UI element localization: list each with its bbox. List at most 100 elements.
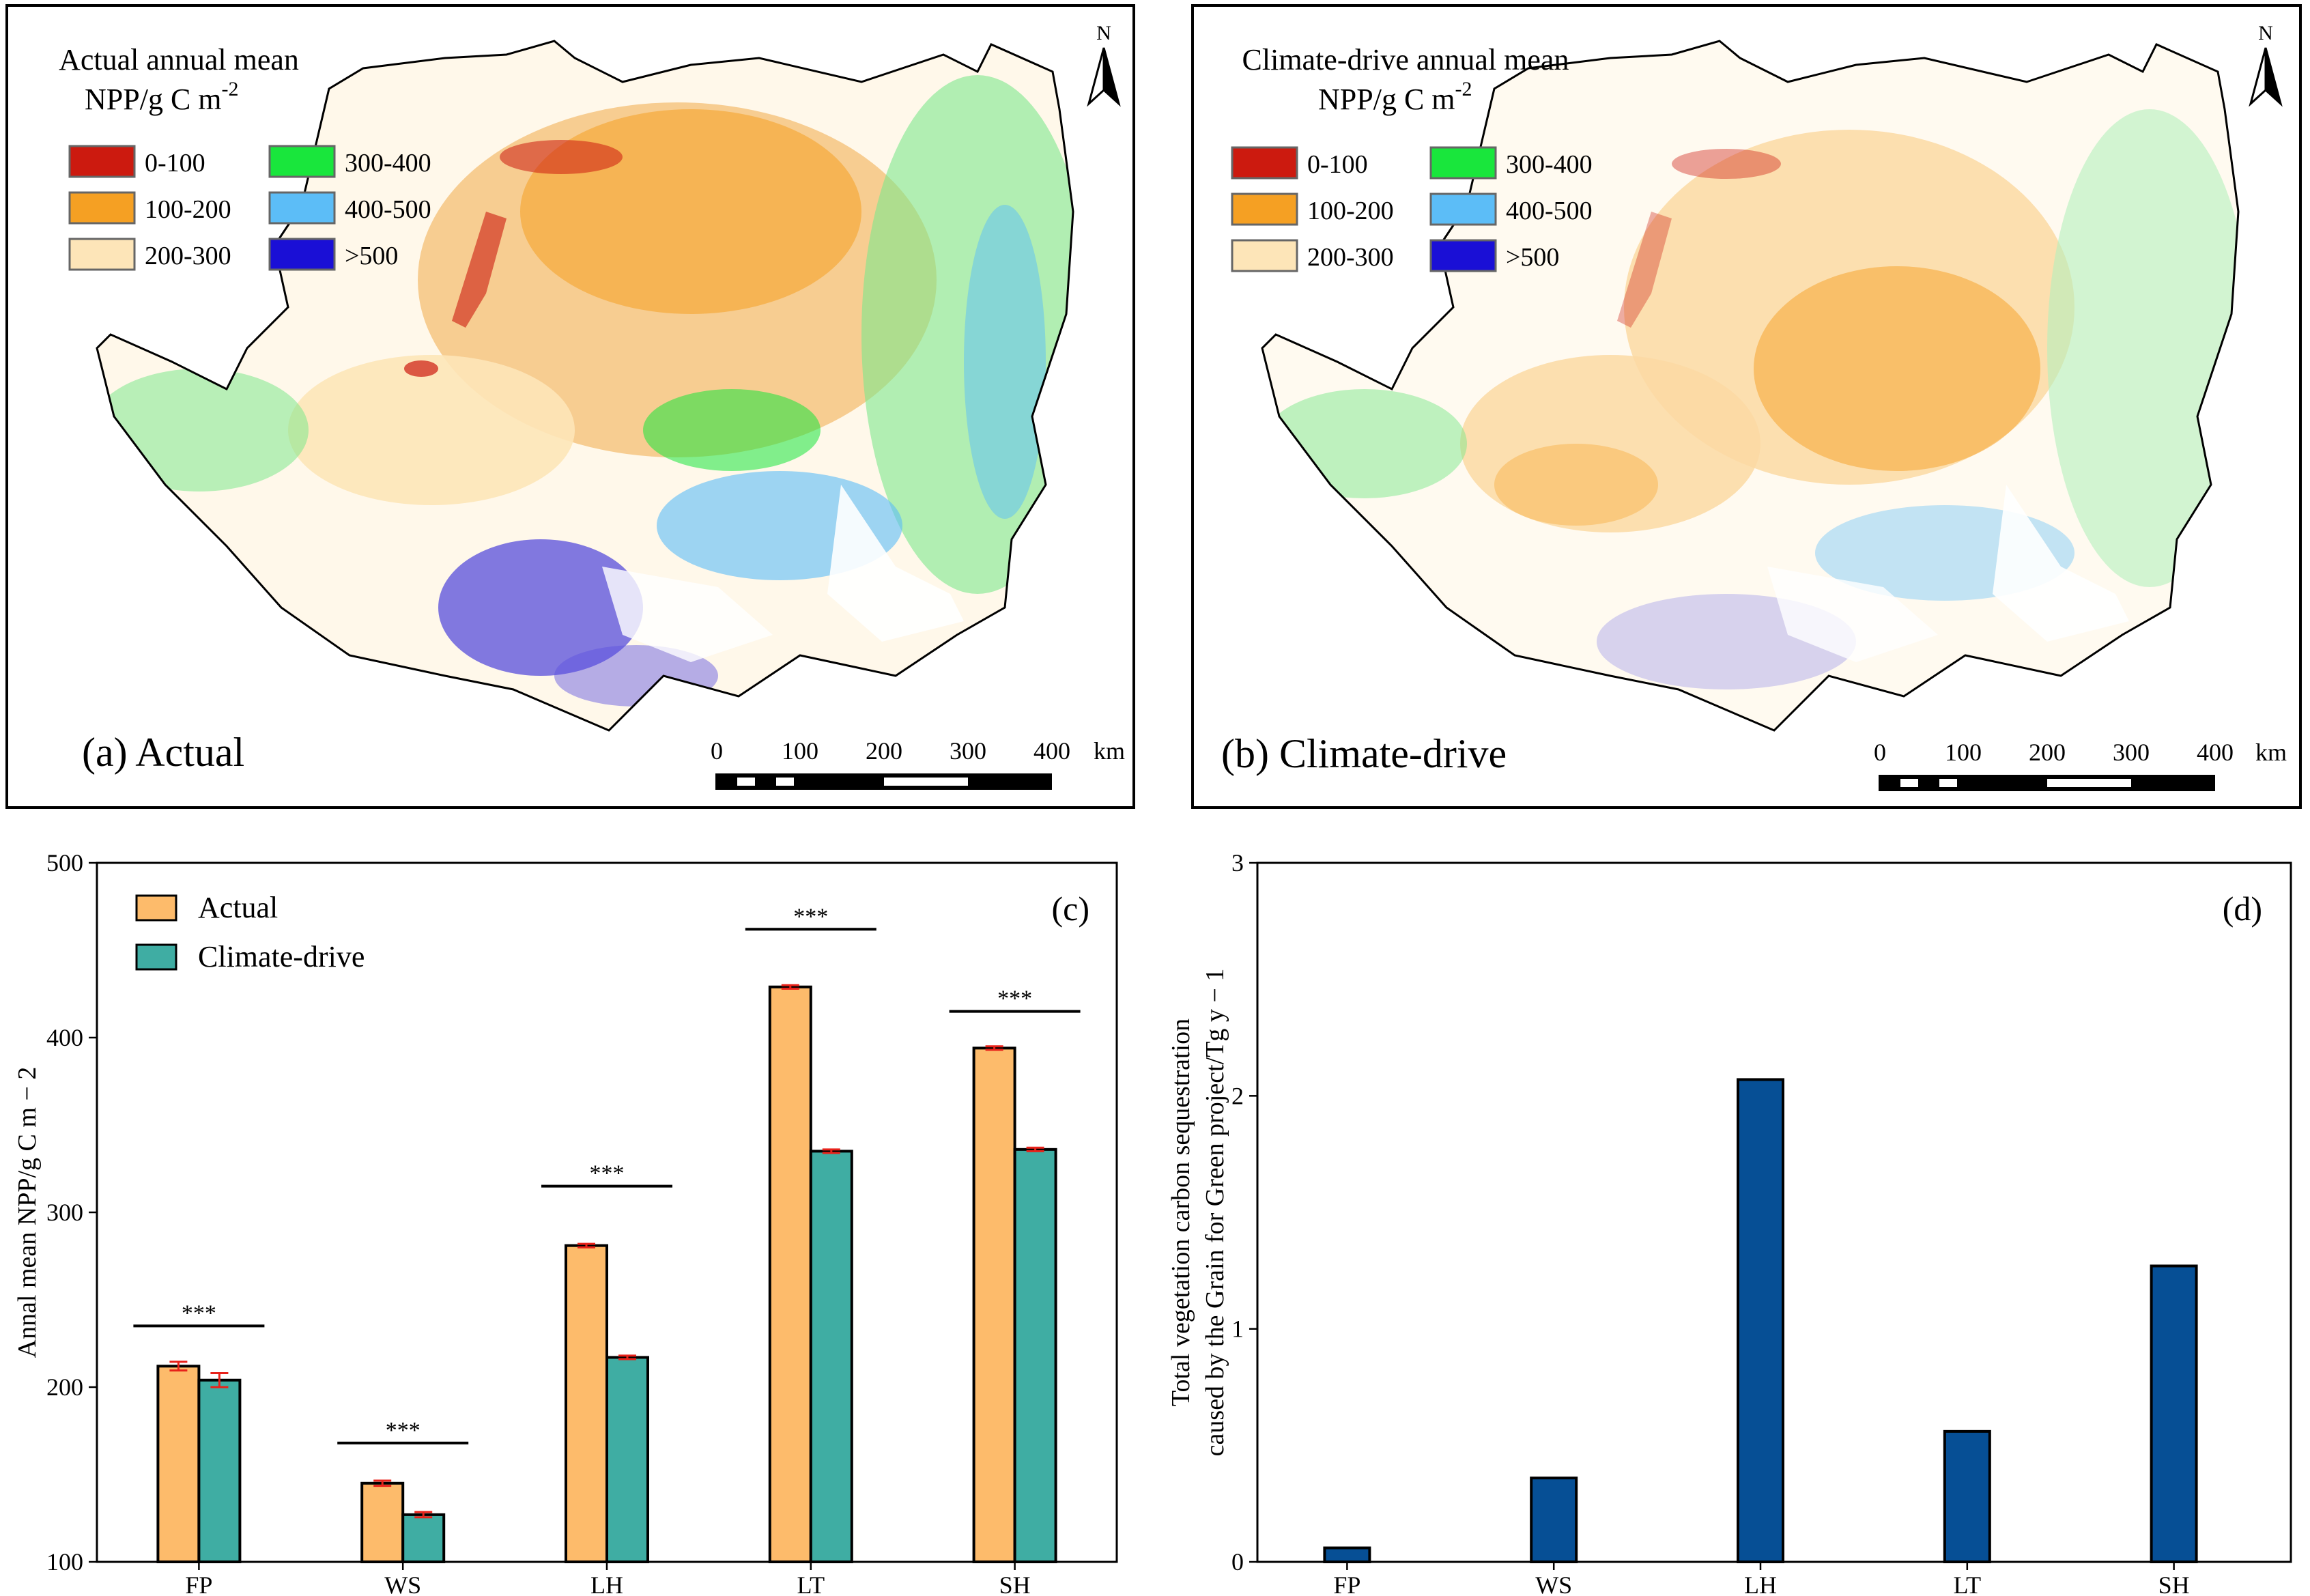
bar-lh	[1737, 1078, 1784, 1563]
legend-label-100-200: 100-200	[145, 195, 231, 224]
map-region-blue-east	[964, 205, 1046, 519]
bar-climate-drive-sh	[1013, 1148, 1057, 1563]
legend-swatch-200-300	[1231, 239, 1298, 272]
map-legend-title-line1: Actual annual mean	[59, 43, 299, 76]
legend-label-300-400: 300-400	[345, 149, 431, 177]
y-tick-label: 400	[46, 1024, 83, 1051]
map-actual-svg: Actual annual mean NPP/g C m-2 0-100 100…	[59, 22, 1125, 790]
legend-swatch-0-100	[68, 145, 136, 178]
map-region-green-west	[1262, 389, 1467, 498]
map-region-red-north	[1672, 149, 1781, 179]
map-region-red-north	[500, 140, 623, 174]
chart-d-panel-label: (d)	[2223, 889, 2262, 928]
legend-swatch-100-200	[1231, 193, 1298, 226]
legend-label-400-500: 400-500	[345, 195, 431, 224]
map-region-green-center	[643, 389, 821, 471]
map-region-orange	[1754, 266, 2040, 471]
bar-climate-drive-lh	[605, 1356, 649, 1563]
legend-swatch-climate-drive	[135, 943, 177, 971]
bar-actual-lt	[768, 985, 812, 1563]
bar-sh	[2150, 1264, 2198, 1563]
map-caption-climate: (b) Climate-drive	[1221, 731, 1507, 776]
chart-c-npp-comparison: 100 200 300 400 500 *** FP *** WS *** LH *** LT *** SH…	[13, 849, 1118, 1596]
svg-text:N: N	[2258, 22, 2273, 44]
map-legend-title-line1: Climate-drive annual mean	[1242, 43, 1569, 76]
bar-lt	[1943, 1429, 1991, 1563]
legend-label-gt500: >500	[1506, 243, 1559, 272]
map-caption-actual: (a) Actual	[82, 730, 244, 775]
y-tick-label: 3	[1231, 849, 1244, 877]
x-tick-label-sh: SH	[2158, 1571, 2190, 1596]
map-region-red-west	[1617, 212, 1672, 328]
legend-label-200-300: 200-300	[145, 242, 231, 270]
north-arrow-icon: N	[2249, 22, 2283, 107]
legend-label-gt500: >500	[345, 242, 398, 270]
legend-label-0-100: 0-100	[145, 149, 205, 177]
significance-label: ***	[386, 1418, 420, 1443]
map-region-orange-core	[520, 109, 861, 314]
legend-swatch-actual	[135, 894, 177, 922]
north-arrow-icon: N	[1087, 22, 1121, 107]
legend-swatch-200-300	[68, 238, 136, 271]
chart-c-frame	[96, 861, 1118, 1563]
significance-label: ***	[997, 986, 1032, 1012]
x-tick-label-lt: LT	[797, 1571, 825, 1596]
scale-tick-100: 100	[782, 737, 818, 765]
map-region-light-west	[1460, 355, 1760, 532]
chart-d-frame	[1256, 861, 2292, 1563]
map-legend-climate: 0-100 100-200 200-300 300-400 400-500 >5…	[1231, 146, 1593, 272]
scale-tick-300: 300	[950, 737, 986, 765]
chart-c-ylabel: Annal mean NPP/g C m − 2	[13, 1067, 42, 1358]
legend-swatch-gt500	[268, 238, 336, 271]
bar-fp	[1323, 1546, 1371, 1564]
bar-ws	[1530, 1477, 1578, 1563]
chart-d-carbon-sequestration: 0 1 2 3 FP WS LH LT SH Total vegetation carbon se…	[1167, 849, 2292, 1596]
y-tick-label: 200	[46, 1373, 83, 1401]
scale-unit: km	[2255, 739, 2287, 766]
bar-actual-lh	[565, 1244, 608, 1563]
x-tick-label-lh: LH	[1744, 1571, 1777, 1596]
legend-swatch-400-500	[268, 191, 336, 225]
bar-climate-drive-fp	[197, 1378, 242, 1563]
legend-label-200-300: 200-300	[1307, 243, 1394, 272]
x-tick-label-ws: WS	[1535, 1571, 1572, 1596]
map-region-green-west	[97, 369, 309, 491]
bar-actual-sh	[972, 1046, 1016, 1563]
legend-swatch-400-500	[1429, 193, 1497, 226]
scale-bar: 0 100 200 300 400 km	[1874, 739, 2287, 791]
map-legend-title-line2: NPP/g C m-2	[1318, 78, 1472, 116]
legend-label-actual: Actual	[198, 891, 278, 924]
bar-actual-ws	[360, 1481, 405, 1563]
x-tick-label-fp: FP	[185, 1571, 212, 1596]
y-tick-label: 2	[1231, 1082, 1244, 1109]
legend-label-100-200: 100-200	[1307, 197, 1394, 225]
scale-tick-0: 0	[711, 737, 723, 765]
legend-swatch-0-100	[1231, 146, 1298, 180]
x-tick-label-ws: WS	[384, 1571, 421, 1596]
bar-climate-drive-ws	[401, 1513, 446, 1564]
map-panel-climate-drive: Climate-drive annual mean NPP/g C m-2 0-…	[1191, 4, 2302, 809]
y-tick-label: 100	[46, 1548, 83, 1576]
scale-unit: km	[1094, 737, 1125, 765]
bar-actual-fp	[156, 1365, 201, 1564]
y-tick-label: 300	[46, 1199, 83, 1226]
scale-bar: 0 100 200 300 400 km	[711, 737, 1125, 790]
map-panel-actual: Actual annual mean NPP/g C m-2 0-100 100…	[5, 4, 1135, 809]
scale-tick-400: 400	[1033, 737, 1070, 765]
map-legend-title-line2: NPP/g C m-2	[85, 78, 239, 116]
x-tick-label-lt: LT	[1953, 1571, 1981, 1596]
scale-tick-100: 100	[1945, 739, 1982, 766]
scale-tick-400: 400	[2197, 739, 2234, 766]
y-tick-label: 0	[1231, 1548, 1244, 1576]
chart-d-ylabel-line1: Total vegetation carbon sequestration	[1167, 1018, 1195, 1406]
chart-c-panel-label: (c)	[1052, 889, 1090, 928]
svg-text:N: N	[1096, 22, 1111, 44]
chart-c-legend: Actual Climate-drive	[135, 891, 365, 973]
map-legend-actual: 0-100 100-200 200-300 300-400 400-500 >5…	[68, 145, 431, 271]
scale-tick-0: 0	[1874, 739, 1886, 766]
legend-label-0-100: 0-100	[1307, 150, 1368, 179]
x-tick-label-sh: SH	[999, 1571, 1031, 1596]
legend-swatch-300-400	[268, 145, 336, 178]
x-tick-label-lh: LH	[590, 1571, 623, 1596]
scale-tick-200: 200	[2029, 739, 2066, 766]
